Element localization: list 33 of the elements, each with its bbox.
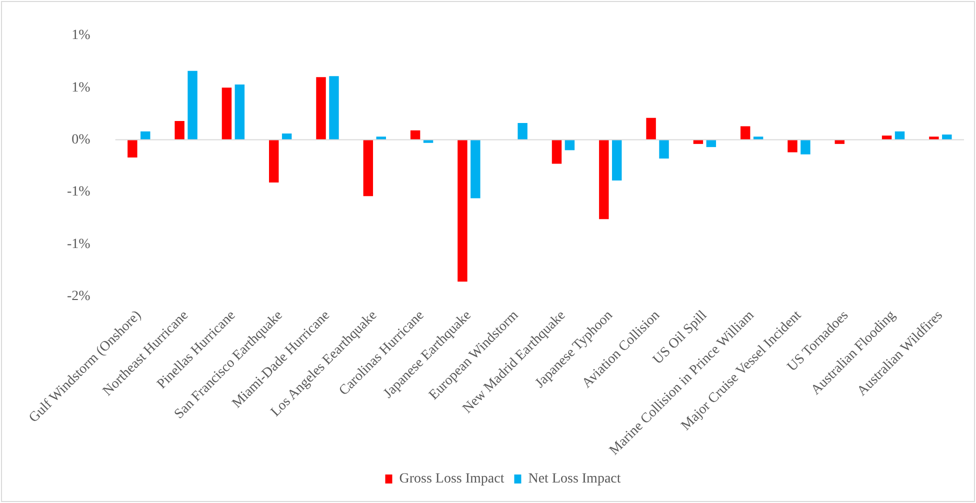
bar: [174, 120, 184, 140]
legend-label: Gross Loss Impact: [399, 472, 504, 487]
y-tick-label: -1%: [66, 184, 91, 200]
bar: [128, 140, 138, 158]
bar: [140, 131, 150, 140]
bar: [234, 84, 245, 140]
bar: [599, 140, 609, 220]
bar: [894, 131, 905, 140]
bar: [518, 123, 528, 140]
bar: [470, 140, 480, 198]
bar: [410, 130, 420, 140]
bar: [269, 140, 279, 183]
bar: [363, 140, 374, 196]
bar: [659, 140, 669, 159]
y-tick-label: 0%: [72, 132, 91, 148]
bar: [612, 140, 622, 180]
bar: [188, 70, 198, 140]
y-tick-label: -1%: [66, 236, 91, 252]
bar: [282, 133, 292, 140]
bar: [942, 134, 952, 140]
bar: [646, 118, 656, 140]
bar: [800, 140, 810, 154]
bar: [458, 140, 468, 282]
bar: [740, 126, 750, 140]
bar: [552, 140, 562, 164]
y-tick-label: -2%: [66, 288, 91, 304]
y-tick-label: 1%: [72, 28, 91, 44]
bar: [222, 88, 232, 140]
bar: [329, 76, 339, 140]
bar: [316, 77, 326, 140]
legend-label: Net Loss Impact: [528, 472, 621, 487]
bar: [788, 140, 798, 152]
y-tick-label: 1%: [72, 80, 91, 96]
